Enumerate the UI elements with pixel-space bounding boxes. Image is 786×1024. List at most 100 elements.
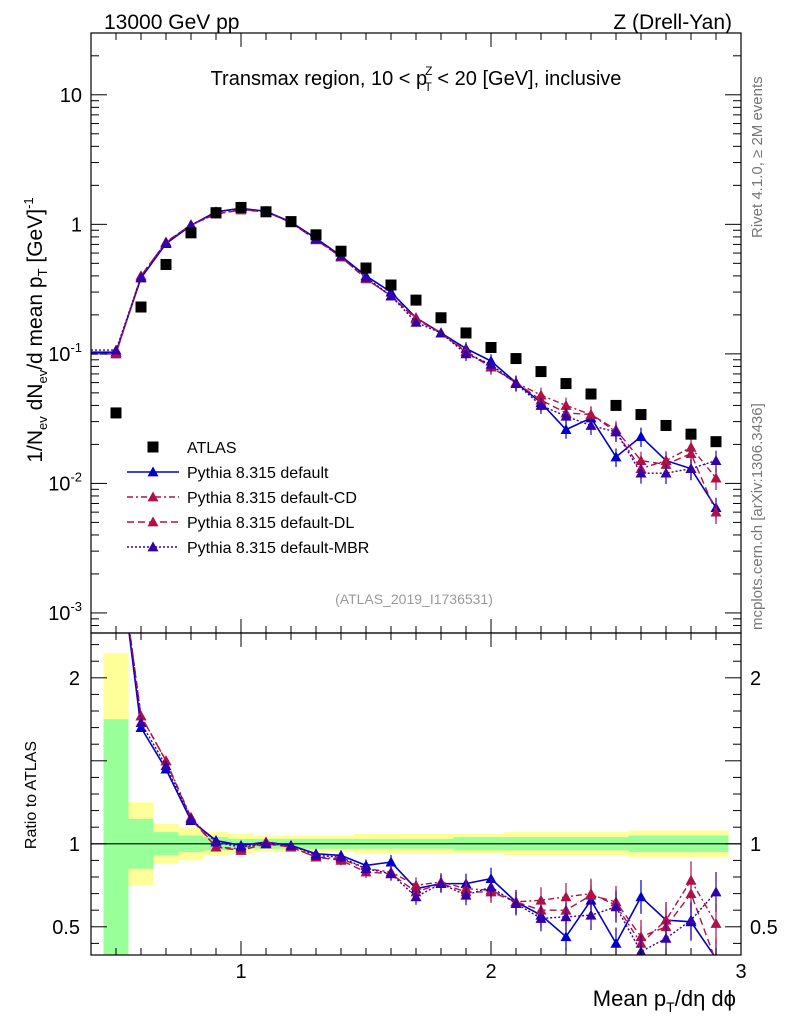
ratio-point-mbr <box>535 912 547 923</box>
ratio-point-default <box>135 722 147 733</box>
x-tick-label: 2 <box>485 961 496 983</box>
ratio-point-dl <box>210 841 222 852</box>
data-point-atlas <box>260 206 272 218</box>
point-mbr <box>535 399 547 410</box>
data-point-atlas <box>710 436 722 448</box>
rivet-label: Rivet 4.1.0, ≥ 2M events <box>749 76 766 238</box>
point-default <box>635 431 647 441</box>
header-collision: 13000 GeV pp <box>104 11 239 34</box>
ratio-y-tick-label-left: 0.5 <box>52 917 80 939</box>
ratio-point-dl <box>160 755 172 766</box>
ratio-point-mbr <box>335 851 347 862</box>
ratio-point-dl <box>711 956 722 966</box>
point-mbr <box>610 426 622 437</box>
data-point-atlas <box>210 207 222 219</box>
data-point-atlas <box>435 312 447 324</box>
ratio-point-default <box>610 937 622 948</box>
ratio-frame <box>90 632 742 956</box>
point-mbr <box>460 348 472 359</box>
data-point-atlas <box>235 201 247 213</box>
point-mbr <box>585 419 597 430</box>
ratio-point-default <box>111 523 122 533</box>
ratio-point-mbr <box>360 863 372 874</box>
ratio-point-mbr <box>160 760 172 771</box>
legend-label: ATLAS <box>187 440 237 457</box>
point-mbr <box>510 378 522 388</box>
ratio-point-mbr <box>210 836 222 847</box>
ratio-point-dl <box>685 888 697 898</box>
data-point-atlas <box>660 419 672 431</box>
ratio-point-mbr <box>660 932 672 943</box>
y-tick-label: 10-2 <box>48 469 82 495</box>
ratio-point-mbr <box>385 868 397 879</box>
data-point-atlas <box>635 409 647 421</box>
data-point-atlas <box>585 388 597 400</box>
point-mbr <box>160 237 172 248</box>
legend-marker-mbr <box>147 541 159 552</box>
ratio-point-mbr <box>310 849 322 860</box>
point-mbr <box>660 467 672 478</box>
legend-marker-atlas <box>147 441 159 453</box>
chart-title: Transmax region, 10 < pZ T < 20 [GeV], in… <box>211 64 622 94</box>
point-cd <box>560 399 572 410</box>
data-point-atlas <box>335 245 347 257</box>
uncertainty-band-inner <box>103 719 729 955</box>
y-tick-label: 10-3 <box>48 599 82 625</box>
point-mbr <box>410 316 422 327</box>
ratio-point-dl <box>135 710 147 721</box>
legend-label: Pythia 8.315 default-CD <box>187 490 357 507</box>
data-point-atlas <box>685 428 697 440</box>
series-line-default <box>91 207 717 509</box>
data-point-atlas <box>385 279 397 291</box>
legend-marker-default <box>147 466 159 477</box>
ratio-point-mbr <box>435 878 447 889</box>
ratio-y-tick-label-left: 1 <box>69 834 80 856</box>
point-mbr <box>485 358 497 369</box>
y-tick-label: 10 <box>60 85 82 107</box>
legend-marker-dl <box>147 516 159 527</box>
data-point-atlas <box>560 378 572 390</box>
ratio-point-mbr <box>235 841 247 852</box>
ratio-point-mbr <box>685 914 697 925</box>
ratio-y-tick-label-right: 2 <box>750 668 761 690</box>
ratio-point-dl <box>111 523 122 533</box>
y-axis-label-main: 1/Nev dNev/d mean pT [GeV]-1 <box>21 197 50 462</box>
x-tick-label: 3 <box>735 961 746 983</box>
data-point-atlas <box>160 258 172 270</box>
mcplots-label: mcplots.cern.ch [arXiv:1306.3436] <box>749 403 766 630</box>
ratio-point-mbr <box>710 886 722 897</box>
y-axis-label-ratio: Ratio to ATLAS <box>23 741 40 849</box>
point-mbr <box>635 467 647 478</box>
x-axis-label: Mean pT/dη dϕ <box>593 986 736 1015</box>
point-mbr <box>110 344 122 355</box>
series-line-dl <box>91 209 717 513</box>
ratio-y-tick-label-right: 1 <box>750 834 761 856</box>
point-dl <box>710 506 722 517</box>
point-default <box>560 424 572 435</box>
point-mbr <box>435 327 447 338</box>
data-point-atlas <box>535 366 547 378</box>
ratio-point-default <box>560 931 572 942</box>
legend-label: Pythia 8.315 default-DL <box>187 515 354 532</box>
ratio-point-cd <box>710 917 722 928</box>
ratio-point-cd <box>111 523 122 533</box>
point-mbr <box>560 410 572 421</box>
data-point-atlas <box>185 227 197 239</box>
y-tick-label: 10-1 <box>48 340 82 366</box>
data-point-atlas <box>510 353 522 365</box>
point-default <box>610 451 622 462</box>
series-line-mbr <box>91 207 717 474</box>
y-tick-label: 1 <box>71 214 82 236</box>
data-point-atlas <box>110 407 122 419</box>
point-mbr <box>360 271 372 282</box>
ratio-point-default <box>385 856 397 867</box>
data-point-atlas <box>360 262 372 274</box>
point-cd <box>710 472 722 483</box>
ratio-point-mbr <box>510 898 522 908</box>
point-dl <box>685 448 697 458</box>
data-point-atlas <box>485 341 497 353</box>
data-point-atlas <box>460 327 472 339</box>
analysis-watermark: (ATLAS_2019_I1736531) <box>335 591 493 607</box>
data-point-atlas <box>285 216 297 228</box>
